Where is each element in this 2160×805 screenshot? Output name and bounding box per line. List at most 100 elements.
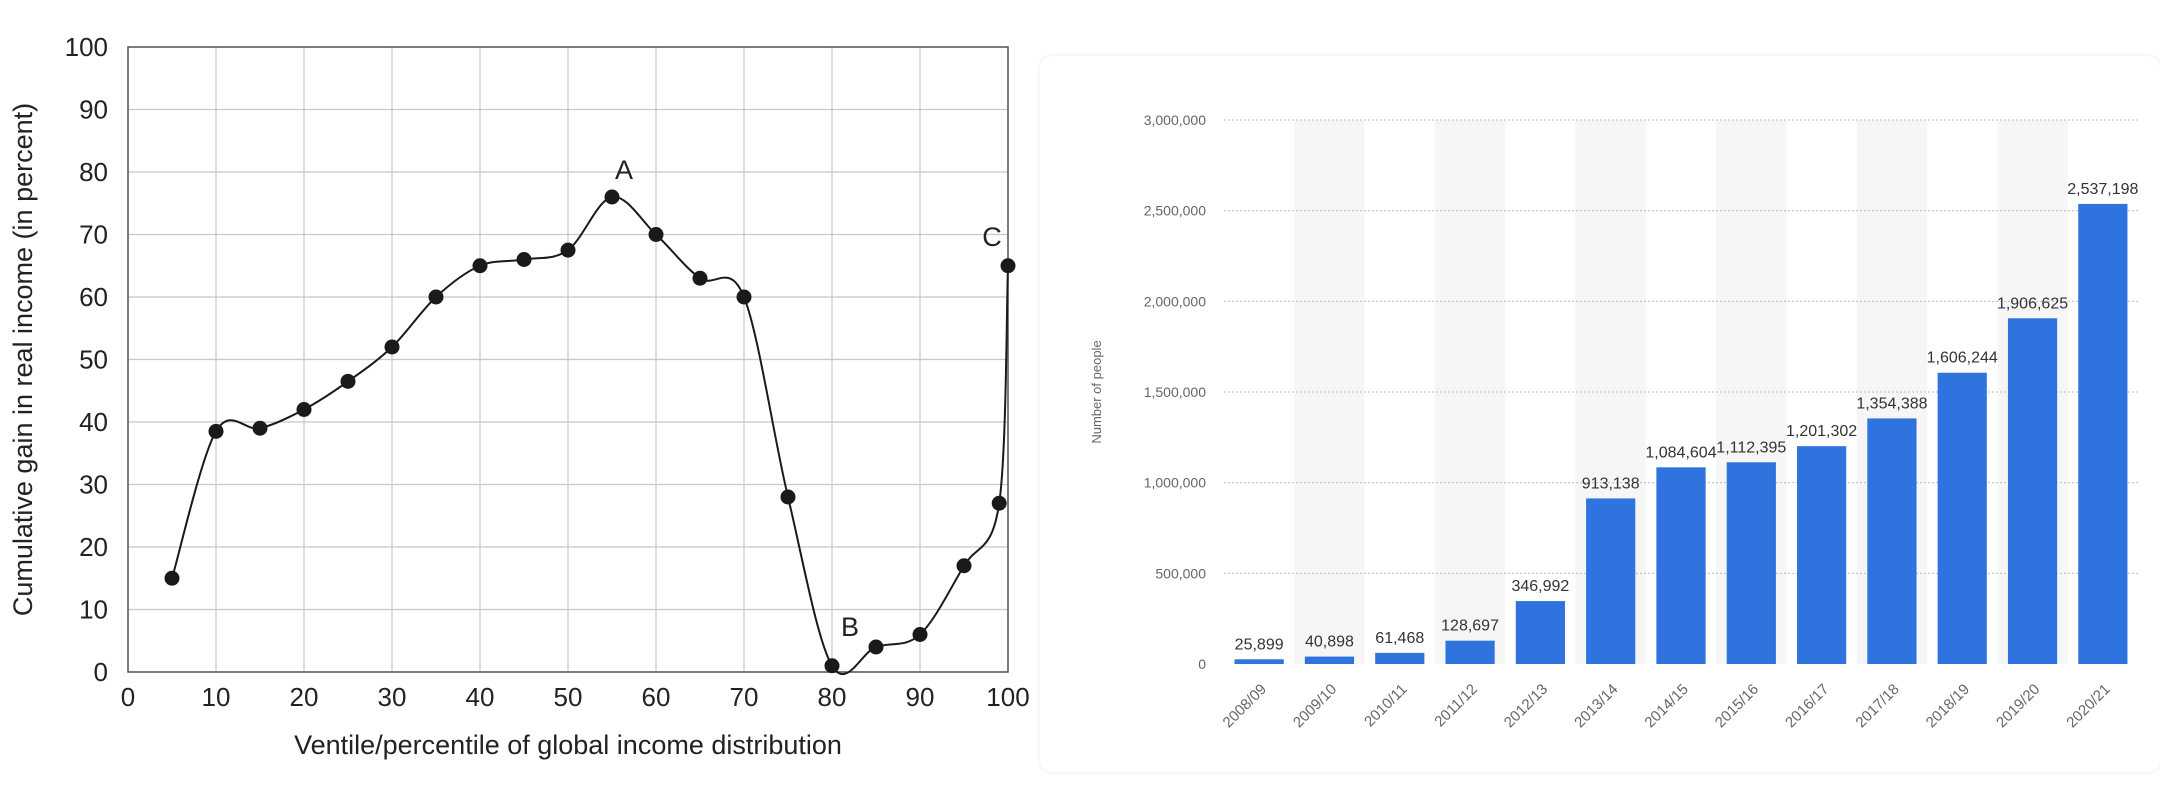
y-tick-label: 3,000,000 bbox=[1144, 112, 1206, 128]
y-tick-label: 50 bbox=[79, 345, 108, 375]
annotation-c: C bbox=[982, 222, 1002, 252]
bar-value-label: 346,992 bbox=[1511, 578, 1569, 595]
x-tick-label: 2009/10 bbox=[1290, 681, 1340, 731]
data-point bbox=[560, 242, 576, 258]
x-tick-label: 100 bbox=[986, 682, 1029, 712]
data-point bbox=[1000, 258, 1016, 274]
x-tick-label: 2008/09 bbox=[1220, 681, 1270, 731]
data-point bbox=[252, 420, 268, 436]
bar-value-label: 2,537,198 bbox=[2067, 181, 2138, 198]
y-tick-label: 0 bbox=[94, 657, 108, 687]
bar-2018-19 bbox=[1937, 372, 1987, 664]
bar-value-label: 1,906,625 bbox=[1997, 295, 2068, 312]
data-point bbox=[868, 639, 884, 655]
bar-2016-17 bbox=[1797, 446, 1847, 664]
people-bar-chart: 0 500,000 1,000,000 1,500,000 2,000,000 2,500… bbox=[1089, 112, 2139, 731]
plot-frame bbox=[127, 46, 1009, 673]
x-tick-label: 40 bbox=[466, 682, 495, 712]
x-tick-label: 2017/18 bbox=[1852, 681, 1902, 731]
bar-value-label: 1,354,388 bbox=[1856, 395, 1927, 412]
data-point bbox=[648, 227, 664, 242]
x-tick-label: 2014/15 bbox=[1641, 681, 1691, 731]
data-point bbox=[604, 189, 620, 205]
bar-value-label: 1,084,604 bbox=[1645, 444, 1716, 461]
bar-2008-09 bbox=[1234, 659, 1284, 664]
data-point bbox=[991, 495, 1007, 511]
y-axis-label: Cumulative gain in real income (in perce… bbox=[8, 103, 38, 616]
data-point bbox=[472, 258, 488, 274]
data-point bbox=[516, 252, 532, 267]
data-point bbox=[164, 570, 180, 586]
income-gain-curve bbox=[171, 195, 1009, 675]
x-tick-label: 70 bbox=[730, 682, 759, 712]
x-tick-label: 2020/21 bbox=[2063, 681, 2113, 731]
x-tick-label: 2012/13 bbox=[1501, 681, 1551, 731]
annotation-a: A bbox=[615, 155, 633, 185]
bar-value-label: 913,138 bbox=[1582, 475, 1640, 492]
data-point bbox=[956, 558, 972, 574]
data-point bbox=[780, 489, 796, 505]
y-tick-label: 80 bbox=[79, 157, 108, 187]
bar-value-label: 40,898 bbox=[1305, 634, 1354, 651]
bar-value-label: 1,112,395 bbox=[1716, 439, 1786, 456]
y-tick-label: 90 bbox=[79, 95, 108, 125]
x-tick-label: 10 bbox=[202, 682, 231, 712]
bar-2019-20 bbox=[2007, 318, 2058, 664]
data-point bbox=[824, 658, 840, 674]
bar-value-label: 1,201,302 bbox=[1786, 423, 1857, 440]
x-tick-label: 30 bbox=[378, 682, 407, 712]
y-tick-label: 2,500,000 bbox=[1144, 203, 1206, 219]
bar-2020-21 bbox=[2078, 203, 2128, 664]
y-tick-label: 100 bbox=[65, 32, 108, 62]
y-tick-label: 1,000,000 bbox=[1144, 475, 1206, 491]
people-bar-chart-panel: 0 500,000 1,000,000 1,500,000 2,000,000 2,500… bbox=[1040, 56, 2160, 772]
y-tick-label: 20 bbox=[79, 532, 108, 562]
bar-value-label: 1,606,244 bbox=[1927, 350, 1998, 367]
bar-2011-12 bbox=[1445, 640, 1495, 664]
data-point bbox=[912, 627, 928, 642]
bar-2014-15 bbox=[1656, 467, 1706, 664]
y-tick-label: 60 bbox=[79, 282, 108, 312]
bar-2009-10 bbox=[1304, 656, 1355, 664]
y-tick-label: 500,000 bbox=[1155, 565, 1206, 581]
bar-2010-11 bbox=[1375, 652, 1425, 664]
x-tick-label: 2015/16 bbox=[1712, 681, 1762, 731]
x-tick-label: 50 bbox=[554, 682, 583, 712]
y-tick-label: 70 bbox=[79, 220, 108, 250]
x-tick-label: 20 bbox=[290, 682, 319, 712]
bar-value-label: 25,899 bbox=[1235, 636, 1284, 653]
y-tick-label: 1,500,000 bbox=[1144, 384, 1206, 400]
x-tick-label: 2010/11 bbox=[1361, 681, 1411, 731]
x-tick-label: 2013/14 bbox=[1571, 681, 1621, 731]
bar-2013-14 bbox=[1586, 498, 1636, 664]
y-tick-label: 0 bbox=[1198, 656, 1206, 672]
annotation-b: B bbox=[841, 612, 859, 642]
income-gain-chart-panel: 0 10 20 30 40 50 60 70 80 90 100 0 10 20 30 40 50 60 70 80 9… bbox=[0, 0, 1040, 800]
data-point bbox=[384, 339, 400, 355]
x-tick-label: 2016/17 bbox=[1782, 681, 1832, 731]
x-axis-label: Ventile/percentile of global income dist… bbox=[294, 730, 842, 760]
x-tick-label: 90 bbox=[906, 682, 935, 712]
y-tick-label: 2,000,000 bbox=[1144, 293, 1206, 309]
bar-value-label: 61,468 bbox=[1375, 630, 1424, 647]
bar-2015-16 bbox=[1726, 462, 1776, 664]
bar-value-label: 128,697 bbox=[1441, 618, 1499, 635]
data-point bbox=[428, 289, 444, 305]
x-tick-label: 2019/20 bbox=[1993, 681, 2043, 731]
data-point bbox=[736, 289, 752, 305]
data-point bbox=[296, 402, 312, 417]
x-tick-label: 60 bbox=[642, 682, 671, 712]
y-tick-label: 30 bbox=[79, 470, 108, 500]
y-tick-label: 10 bbox=[79, 595, 108, 625]
data-point bbox=[692, 270, 708, 286]
x-tick-label: 0 bbox=[121, 682, 135, 712]
x-tick-label: 2011/12 bbox=[1431, 681, 1481, 731]
x-tick-label: 2018/19 bbox=[1923, 681, 1973, 731]
bar-2017-18 bbox=[1867, 418, 1917, 664]
income-gain-line-chart: 0 10 20 30 40 50 60 70 80 90 100 0 10 20 30 40 50 60 70 80 9… bbox=[8, 32, 1030, 760]
bar-2012-13 bbox=[1515, 601, 1565, 664]
data-point bbox=[340, 373, 356, 389]
data-point bbox=[208, 423, 224, 439]
y-axis-label: Number of people bbox=[1089, 340, 1104, 443]
x-tick-label: 80 bbox=[818, 682, 847, 712]
